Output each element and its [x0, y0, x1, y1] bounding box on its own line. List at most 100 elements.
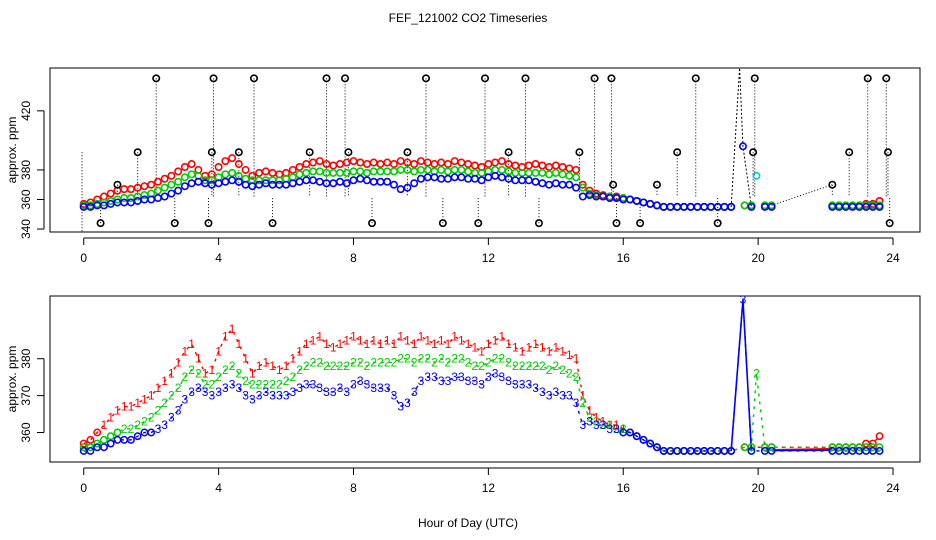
p2-label-series-3: 3: [229, 378, 236, 392]
p1-point-series-1: [153, 177, 162, 186]
p2-label-series-2: 2: [161, 396, 168, 410]
p2-label-series-3: 3: [222, 381, 229, 395]
p2-point-series-3: [626, 428, 634, 437]
p1-point-series-3: [167, 189, 176, 198]
p1-point-series-3: [335, 177, 344, 186]
p2-label-series-2: 2: [195, 366, 202, 380]
p2-label-series-1: 1: [269, 359, 276, 373]
p1-point-series-1: [160, 174, 169, 183]
p1-point-series-reference: [368, 219, 377, 228]
p2-label-series-3: 3: [155, 422, 162, 436]
p1-point-series-2: [565, 171, 574, 180]
p1-point-series-1: [484, 160, 493, 169]
p2-label-series-1: 1: [242, 352, 249, 366]
p1-point-series-1: [410, 160, 419, 169]
p2-label-series-1: 1: [296, 344, 303, 358]
p2-label-series-1: 1: [202, 366, 209, 380]
p2-label-series-1: 1: [573, 352, 580, 366]
p2-label-series-1: 1: [168, 366, 175, 380]
p2-label-series-1: 1: [431, 337, 438, 351]
p1-point-series-3: [437, 174, 446, 183]
p1-point-series-2: [410, 167, 419, 176]
p1-point-series-3: [693, 202, 702, 211]
p2-label-series-1: 1: [519, 344, 526, 358]
p2-label-series-2: 2: [289, 370, 296, 384]
p2-point-series-2: [93, 439, 102, 448]
p1-point-series-2: [443, 167, 452, 176]
p2-label-series-3: 3: [579, 418, 586, 432]
p1-point-series-3: [727, 202, 736, 211]
p2-label-series-2: 2: [458, 352, 465, 366]
p2-label-series-2: 2: [256, 378, 263, 392]
p2-label-series-3: 3: [161, 418, 168, 432]
p1-point-series-1: [248, 171, 257, 180]
p2-label-series-1: 1: [316, 330, 323, 344]
p2-label-series-1: 1: [485, 337, 492, 351]
p1-point-series-3: [133, 196, 142, 205]
p2-point-series-3: [632, 432, 641, 441]
p2-label-series-3: 3: [438, 374, 445, 388]
p2-label-series-1: 1: [593, 411, 600, 425]
p2-label-series-3: 3: [370, 381, 377, 395]
p2-label-series-3: 3: [465, 374, 472, 388]
p1-point-series-2: [538, 168, 547, 177]
p1-point-series-1: [416, 157, 425, 166]
p2-label-series-2: 2: [235, 366, 242, 380]
p2-label-series-2: 2: [175, 381, 182, 395]
p2-label-series-3: 3: [593, 418, 600, 432]
panel-top-ylabel: approx. ppm: [5, 117, 19, 184]
p1-point-series-1: [531, 160, 540, 169]
p2-point-series-3: [646, 439, 655, 448]
p1-point-series-3: [572, 183, 581, 192]
p2-label-series-2: 2: [168, 389, 175, 403]
p2-label-series-1: 1: [606, 418, 613, 432]
p2-label-series-3: 3: [188, 385, 195, 399]
p1-point-series-3: [646, 199, 655, 208]
p2-label-series-1: 1: [107, 411, 114, 425]
p1-point-series-3: [234, 177, 243, 186]
p2-label-series-1: 1: [384, 333, 391, 347]
p1-point-series-2: [153, 186, 162, 195]
p2-label-series-1: 1: [418, 330, 425, 344]
p2-label-series-1: 1: [182, 344, 189, 358]
p2-label-series-1: 1: [391, 337, 398, 351]
p1-point-series-3: [153, 194, 162, 203]
p1-point-series-1: [356, 158, 365, 167]
p2-label-series-1: 1: [364, 337, 371, 351]
p1-point-series-2: [416, 165, 425, 174]
panel-bottom-frame: [49, 295, 921, 463]
p1-point-series-3: [174, 186, 183, 195]
p1-y-tick-label: 420: [19, 101, 33, 121]
p2-label-series-3: 3: [418, 374, 425, 388]
p2-label-series-2: 2: [499, 352, 506, 366]
p2-label-series-3: 3: [505, 374, 512, 388]
p1-point-series-3: [531, 177, 540, 186]
p1-point-series-1: [329, 161, 338, 170]
p2-label-series-3: 3: [478, 378, 485, 392]
p1-point-series-3: [477, 176, 486, 185]
p1-point-series-2: [160, 183, 169, 192]
panel-top-frame: [49, 67, 921, 233]
p1-point-series-3: [342, 179, 351, 188]
p2-label-series-2: 2: [148, 411, 155, 425]
p2-label-series-1: 1: [613, 418, 620, 432]
p1-point-series-1: [349, 157, 358, 166]
p2-label-series-1: 1: [546, 344, 553, 358]
p2-label-series-2: 2: [377, 355, 384, 369]
p2-label-series-3: 3: [512, 378, 519, 392]
p1-point-series-3: [875, 202, 884, 211]
p1-point-series-1: [551, 161, 560, 170]
p2-label-series-1: 1: [350, 330, 357, 344]
p2-label-series-2: 2: [209, 378, 216, 392]
p1-point-series-3: [362, 176, 371, 185]
p2-label-series-2: 2: [566, 366, 573, 380]
p1-point-series-3: [706, 202, 715, 211]
p2-label-series-1: 1: [155, 381, 162, 395]
p2-x-tick-label: 8: [350, 481, 357, 495]
p2-label-series-3: 3: [586, 414, 593, 428]
p2-label-series-2: 2: [579, 396, 586, 410]
p2-y-tick-label: 360: [19, 422, 33, 442]
p1-point-series-1: [497, 157, 506, 166]
p1-point-series-reference: [575, 148, 584, 157]
